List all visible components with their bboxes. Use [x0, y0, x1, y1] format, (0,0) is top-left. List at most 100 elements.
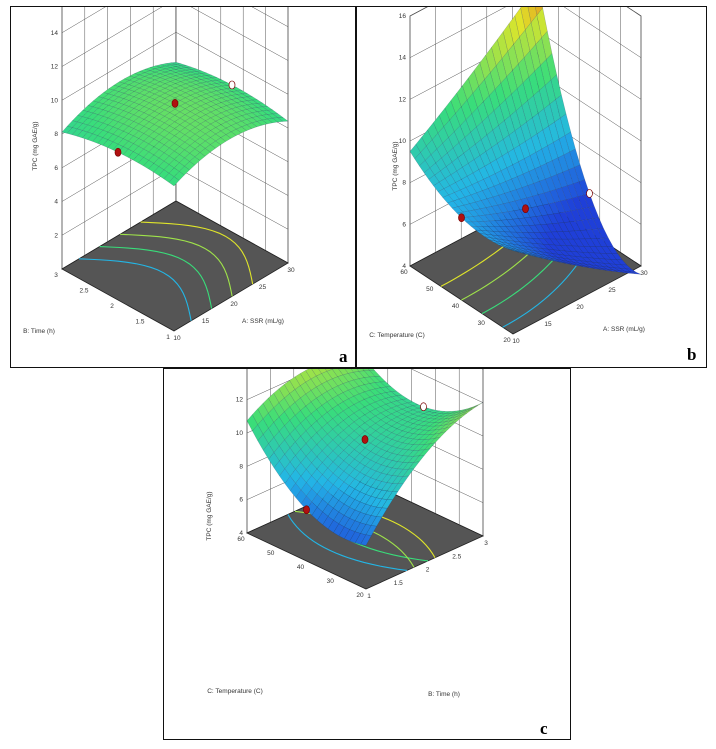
- contour-line: [287, 514, 408, 571]
- surface-plot-b: 4 6 8 10 12 14 16 10 15 20 25 30 20 30 40 50 60 A: SSR (m…: [369, 7, 648, 345]
- z-axis-label: TPC (mg GAE/g): [32, 121, 39, 170]
- z-tick-label: 8: [54, 131, 58, 138]
- design-point-marker: [458, 213, 465, 223]
- y-tick-label: 2.5: [79, 288, 88, 295]
- y-tick-label: 50: [267, 550, 275, 557]
- design-point-marker: [303, 505, 310, 515]
- z-tick-label: 10: [236, 430, 244, 437]
- x-tick-label: 1.5: [394, 580, 403, 587]
- z-tick-label: 4: [239, 530, 243, 537]
- panel-label-a: a: [339, 347, 348, 366]
- y-axis-label: C: Temperature (C): [369, 332, 425, 339]
- z-tick-label: 8: [239, 463, 243, 470]
- y-tick-label: 1.5: [135, 319, 144, 326]
- design-points: [458, 189, 593, 223]
- design-point-marker: [420, 402, 427, 412]
- y-tick-label: 30: [327, 578, 335, 585]
- floor-plane: [61, 200, 289, 332]
- x-tick-label: 2: [426, 567, 430, 574]
- x-tick-label: 25: [259, 284, 267, 291]
- z-tick-label: 14: [51, 30, 59, 37]
- y-tick-label: 40: [452, 303, 460, 310]
- y-axis-label: C: Temperature (C): [207, 688, 263, 695]
- z-tick-label: 14: [399, 55, 407, 62]
- floor-contours: [79, 221, 254, 321]
- z-tick-label: 8: [402, 180, 406, 187]
- y-tick-label: 2: [110, 303, 114, 310]
- y-tick-label: 60: [400, 269, 408, 276]
- x-tick-label: 15: [202, 318, 210, 325]
- z-axis-label: TPC (mg GAE/g): [206, 491, 213, 540]
- z-gridline: [61, 7, 289, 67]
- z-tick-label: 10: [51, 97, 59, 104]
- y-tick-label: 50: [426, 286, 434, 293]
- z-tick-label: 12: [236, 397, 244, 404]
- chart-panel-a: 246810121416101520253011.522.53A: SSR (m…: [10, 6, 356, 368]
- design-point-marker: [361, 435, 369, 444]
- z-tick-label: 12: [399, 96, 407, 103]
- panel-label-c: c: [540, 719, 548, 738]
- design-point-marker: [586, 189, 593, 198]
- axis-ticks: 4 6 8 10 12 14 16 10 15 20 25 30 20 30 40 50 60: [399, 13, 648, 345]
- surface-patch: [168, 176, 180, 187]
- y-tick-label: 3: [54, 272, 58, 279]
- z-tick-label: 6: [402, 221, 406, 228]
- x-axis-label: A: SSR (mL/g): [603, 326, 645, 333]
- design-point-marker: [171, 99, 179, 108]
- y-tick-label: 40: [297, 564, 305, 571]
- z-tick-label: 14: [236, 369, 244, 370]
- surface-patch: [508, 248, 519, 253]
- z-gridline: [409, 7, 642, 58]
- z-tick-label: 4: [402, 263, 406, 270]
- design-point-marker: [522, 204, 529, 214]
- y-axis-label: B: Time (h): [23, 328, 55, 335]
- response-surface: [409, 7, 642, 275]
- y-tick-label: 20: [503, 337, 511, 344]
- z-tick-label: 4: [54, 199, 58, 206]
- z-tick-label: 12: [51, 64, 59, 71]
- y-tick-label: 20: [356, 592, 364, 599]
- x-tick-label: 25: [608, 287, 616, 294]
- z-gridline: [61, 7, 289, 33]
- z-tick-label: 10: [399, 138, 407, 145]
- chart-panel-b: 4 6 8 10 12 14 16 10 15 20 25 30 20 30 40 50 60 A: SSR (m…: [356, 6, 707, 368]
- x-tick-label: 20: [576, 304, 584, 311]
- z-gridline: [246, 369, 484, 403]
- x-tick-label: 2.5: [452, 553, 461, 560]
- z-tick-label: 6: [54, 165, 58, 172]
- contour-line: [79, 258, 192, 321]
- y-tick-label: 30: [478, 320, 486, 327]
- axis-ticks: 246810121416101520253011.522.53: [51, 30, 295, 342]
- design-point-marker: [228, 80, 236, 90]
- design-point-marker: [114, 147, 122, 157]
- surface-patch: [360, 534, 372, 546]
- contour-line: [120, 233, 233, 297]
- y-tick-label: 60: [237, 536, 245, 543]
- z-axis-label: TPC (mg GAE/g): [392, 141, 399, 190]
- x-tick-label: 10: [512, 338, 520, 345]
- design-points: [303, 402, 427, 515]
- y-tick-label: 1: [166, 334, 170, 341]
- z-tick-label: 6: [239, 497, 243, 504]
- x-tick-label: 30: [640, 270, 648, 277]
- x-tick-label: 10: [173, 335, 181, 342]
- x-tick-label: 1: [367, 593, 371, 600]
- x-tick-label: 15: [544, 321, 552, 328]
- x-tick-label: 3: [484, 540, 488, 547]
- z-gridline: [61, 31, 289, 101]
- x-axis-label: B: Time (h): [428, 691, 460, 698]
- contour-line: [140, 221, 254, 285]
- x-tick-label: 30: [287, 267, 295, 274]
- z-tick-label: 2: [54, 232, 58, 239]
- response-surface: [246, 369, 484, 546]
- panel-label-b: b: [687, 345, 697, 364]
- surface-plot-a: 246810121416101520253011.522.53A: SSR (m…: [23, 7, 295, 342]
- design-points: [114, 80, 236, 157]
- x-axis-label: A: SSR (mL/g): [242, 318, 284, 325]
- contour-line: [99, 246, 213, 309]
- x-tick-label: 20: [230, 301, 238, 308]
- z-tick-label: 16: [399, 13, 407, 20]
